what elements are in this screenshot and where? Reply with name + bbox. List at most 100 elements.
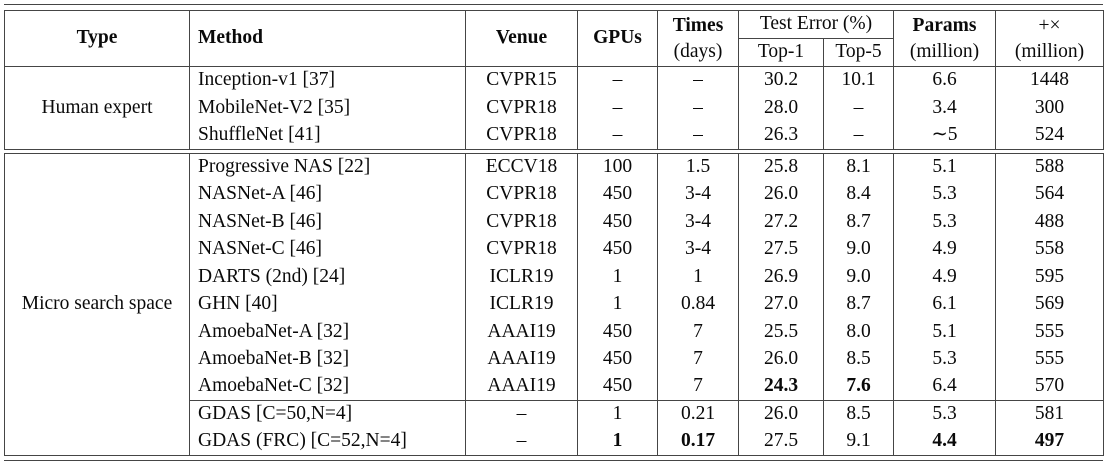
top-double-rule (4, 4, 1103, 5)
params-label: Params (912, 15, 977, 37)
top1-cell: 26.0 (738, 400, 824, 428)
times-cell: 0.17 (657, 428, 739, 456)
times-cell: 7 (657, 345, 739, 373)
header-row-1: Type Method Venue GPUs Times (days) Test… (4, 10, 1104, 67)
gpus-cell: 1 (577, 428, 658, 456)
flops-cell: 300 (995, 94, 1104, 122)
flops-unit-label: (million) (1014, 40, 1085, 62)
top5-cell: 8.1 (823, 153, 894, 181)
flops-cell: 570 (995, 373, 1104, 401)
col-header-method: Method (189, 10, 466, 67)
top5-cell: – (823, 121, 894, 149)
params-cell: 5.3 (893, 345, 996, 373)
col-header-top1: Top-1 (738, 38, 824, 67)
top5-cell: 8.4 (823, 180, 894, 208)
top1-cell: 27.5 (738, 235, 824, 263)
col-header-times: Times (days) (657, 10, 739, 67)
top5-cell: 10.1 (823, 66, 894, 94)
times-cell: 1.5 (657, 153, 739, 181)
flops-cell: 555 (995, 318, 1104, 346)
table-row: AmoebaNet-A [32] AAAI19 450 7 25.5 8.0 5… (5, 318, 1104, 346)
times-cell: 3-4 (657, 235, 739, 263)
flops-cell: 564 (995, 180, 1104, 208)
method-cell: AmoebaNet-C [32] (189, 373, 466, 401)
top1-cell: 26.9 (738, 263, 824, 291)
col-header-venue: Venue (465, 10, 578, 67)
flops-cell: 595 (995, 263, 1104, 291)
venue-cell: CVPR18 (465, 94, 578, 122)
gpus-cell: 450 (577, 235, 658, 263)
method-cell: AmoebaNet-A [32] (189, 318, 466, 346)
method-cell: AmoebaNet-B [32] (189, 345, 466, 373)
flops-cell: 581 (995, 400, 1104, 428)
col-header-params: Params (million) (893, 10, 996, 67)
top1-cell: 26.0 (738, 345, 824, 373)
method-cell: NASNet-A [46] (189, 180, 466, 208)
method-cell: MobileNet-V2 [35] (189, 94, 466, 122)
venue-cell: CVPR18 (465, 208, 578, 236)
top1-cell: 27.5 (738, 428, 824, 456)
params-cell: 5.1 (893, 153, 996, 181)
top1-cell: 30.2 (738, 66, 824, 94)
times-cell: – (657, 121, 739, 149)
params-cell: 5.1 (893, 318, 996, 346)
params-cell: 6.4 (893, 373, 996, 401)
top1-cell: 27.2 (738, 208, 824, 236)
table-row: GDAS (FRC) [C=52,N=4] – 1 0.17 27.5 9.1 … (5, 428, 1104, 456)
top1-cell: 28.0 (738, 94, 824, 122)
venue-cell: – (465, 428, 578, 456)
gpus-cell: – (577, 94, 658, 122)
table-row: NASNet-B [46] CVPR18 450 3-4 27.2 8.7 5.… (5, 208, 1104, 236)
times-cell: – (657, 94, 739, 122)
top5-cell: 8.0 (823, 318, 894, 346)
times-cell: 3-4 (657, 208, 739, 236)
gpus-cell: 1 (577, 290, 658, 318)
top1-cell: 26.0 (738, 180, 824, 208)
top1-cell: 24.3 (738, 373, 824, 401)
venue-cell: AAAI19 (465, 345, 578, 373)
gpus-cell: 450 (577, 180, 658, 208)
top5-cell: 9.1 (823, 428, 894, 456)
params-cell: 6.6 (893, 66, 996, 94)
flops-cell: 555 (995, 345, 1104, 373)
times-cell: 0.21 (657, 400, 739, 428)
venue-cell: CVPR18 (465, 121, 578, 149)
top5-cell: 9.0 (823, 235, 894, 263)
method-cell: GDAS (FRC) [C=52,N=4] (189, 428, 466, 456)
gpus-cell: 1 (577, 400, 658, 428)
times-cell: 0.84 (657, 290, 739, 318)
params-cell: 4.9 (893, 235, 996, 263)
venue-cell: AAAI19 (465, 373, 578, 401)
flops-cell: 524 (995, 121, 1104, 149)
table-row: NASNet-C [46] CVPR18 450 3-4 27.5 9.0 4.… (5, 235, 1104, 263)
venue-cell: CVPR15 (465, 66, 578, 94)
times-cell: 7 (657, 318, 739, 346)
venue-cell: ECCV18 (465, 153, 578, 181)
top5-cell: 7.6 (823, 373, 894, 401)
table-row: GDAS [C=50,N=4] – 1 0.21 26.0 8.5 5.3 58… (5, 400, 1104, 428)
venue-cell: CVPR18 (465, 180, 578, 208)
top5-cell: 8.5 (823, 345, 894, 373)
table-row: AmoebaNet-C [32] AAAI19 450 7 24.3 7.6 6… (5, 373, 1104, 401)
gpus-cell: 450 (577, 373, 658, 401)
params-cell: 4.4 (893, 428, 996, 456)
col-header-top5: Top-5 (823, 38, 894, 67)
section-divider (4, 148, 1104, 154)
method-cell: GHN [40] (189, 290, 466, 318)
flops-cell: 497 (995, 428, 1104, 456)
table-row: GHN [40] ICLR19 1 0.84 27.0 8.7 6.1 569 (5, 290, 1104, 318)
params-unit-label: (million) (909, 40, 980, 62)
results-table: Type Method Venue GPUs Times (days) Test… (4, 10, 1104, 456)
flops-cell: 569 (995, 290, 1104, 318)
top1-cell: 25.5 (738, 318, 824, 346)
params-cell: 5.3 (893, 400, 996, 428)
bottom-double-rule (4, 460, 1103, 461)
times-cell: 1 (657, 263, 739, 291)
venue-cell: ICLR19 (465, 290, 578, 318)
flops-cell: 1448 (995, 66, 1104, 94)
table-row: NASNet-A [46] CVPR18 450 3-4 26.0 8.4 5.… (5, 180, 1104, 208)
gpus-cell: 450 (577, 208, 658, 236)
col-header-gpus: GPUs (577, 10, 658, 67)
params-cell: 5.3 (893, 180, 996, 208)
